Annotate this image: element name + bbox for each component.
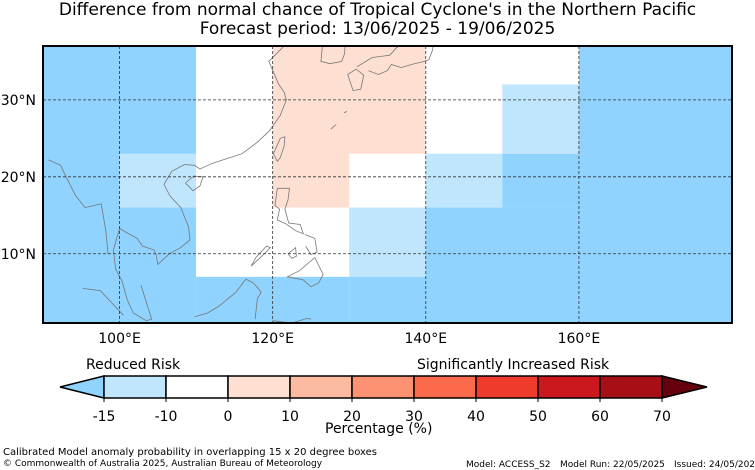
colorbar-segment [289,375,353,399]
coastline [272,317,311,323]
probability-cell [425,153,503,208]
map-frame [42,45,733,324]
colorbar-tick-label: 50 [529,409,547,425]
footer-copyright: © Commonwealth of Australia 2025, Austra… [3,459,323,469]
probability-cell [196,276,350,323]
colorbar-segment [227,375,291,399]
colorbar-left-label: Reduced Risk [86,357,181,373]
longitude-tick-label: 120°E [251,331,294,347]
latitude-tick-label: 20°N [1,170,36,186]
coastline [250,245,272,267]
colorbar-tick-label: 0 [224,409,233,425]
colorbar-tick-label: 60 [591,409,609,425]
colorbar-segment [475,375,539,399]
longitude-tick-label: 140°E [404,331,447,347]
latitude-tick-label: 30°N [1,93,36,109]
colorbar-high-extend [661,375,708,399]
probability-cell [349,153,426,208]
footer-model: Model: ACCESS_S2 [466,460,551,470]
longitude-tick-label: 160°E [558,331,601,347]
coastline [194,278,262,320]
footer-description: Calibrated Model anomaly probability in … [3,447,378,458]
probability-cell [502,153,579,208]
coastline [347,68,365,92]
coastline [287,256,324,288]
colorbar-tick-label: 40 [467,409,485,425]
probability-cell [349,207,426,277]
latitude-tick-label: 10°N [1,247,36,263]
coastline [185,175,204,192]
colorbar-segment [351,375,415,399]
colorbar-tick-label: -15 [93,409,116,425]
coastline [330,124,337,130]
probability-cell [119,153,197,208]
coastline [273,136,286,163]
coastline [368,46,434,75]
colorbar-segment [599,375,663,399]
footer-model-run: Model Run: 22/05/2025 [560,460,665,470]
colorbar-tick-label: 30 [405,409,423,425]
probability-cell [349,276,426,323]
colorbar-segment [103,375,167,399]
coastline [343,111,348,114]
longitude-tick-label: 100°E [98,331,141,347]
colorbar-right-label: Significantly Increased Risk [417,357,610,373]
colorbar-axis-label: Percentage (%) [325,421,433,437]
probability-cell [578,46,732,323]
colorbar-tick-label: 20 [343,409,361,425]
probability-cell [425,207,579,323]
colorbar-segment [537,375,601,399]
colorbar-segment [413,375,477,399]
colorbar-segment [165,375,229,399]
probability-cell [502,84,579,154]
coastline [356,46,401,68]
colorbar-tick-label: 70 [653,409,671,425]
footer-issued: Issued: 24/05/2025 [674,460,755,470]
colorbar-tick-label: 10 [281,409,299,425]
coastline [112,164,191,322]
colorbar-tick-label: -10 [155,409,178,425]
colorbar-low-extend [59,375,105,399]
coastline [82,288,124,316]
coastline [304,234,318,255]
coastline [48,159,109,254]
chart-subtitle: Forecast period: 13/06/2025 - 19/06/2025 [199,19,556,39]
chart-title: Difference from normal chance of Tropica… [58,0,697,20]
coastline [274,187,304,235]
coastline [287,246,297,259]
coastline [320,46,346,65]
